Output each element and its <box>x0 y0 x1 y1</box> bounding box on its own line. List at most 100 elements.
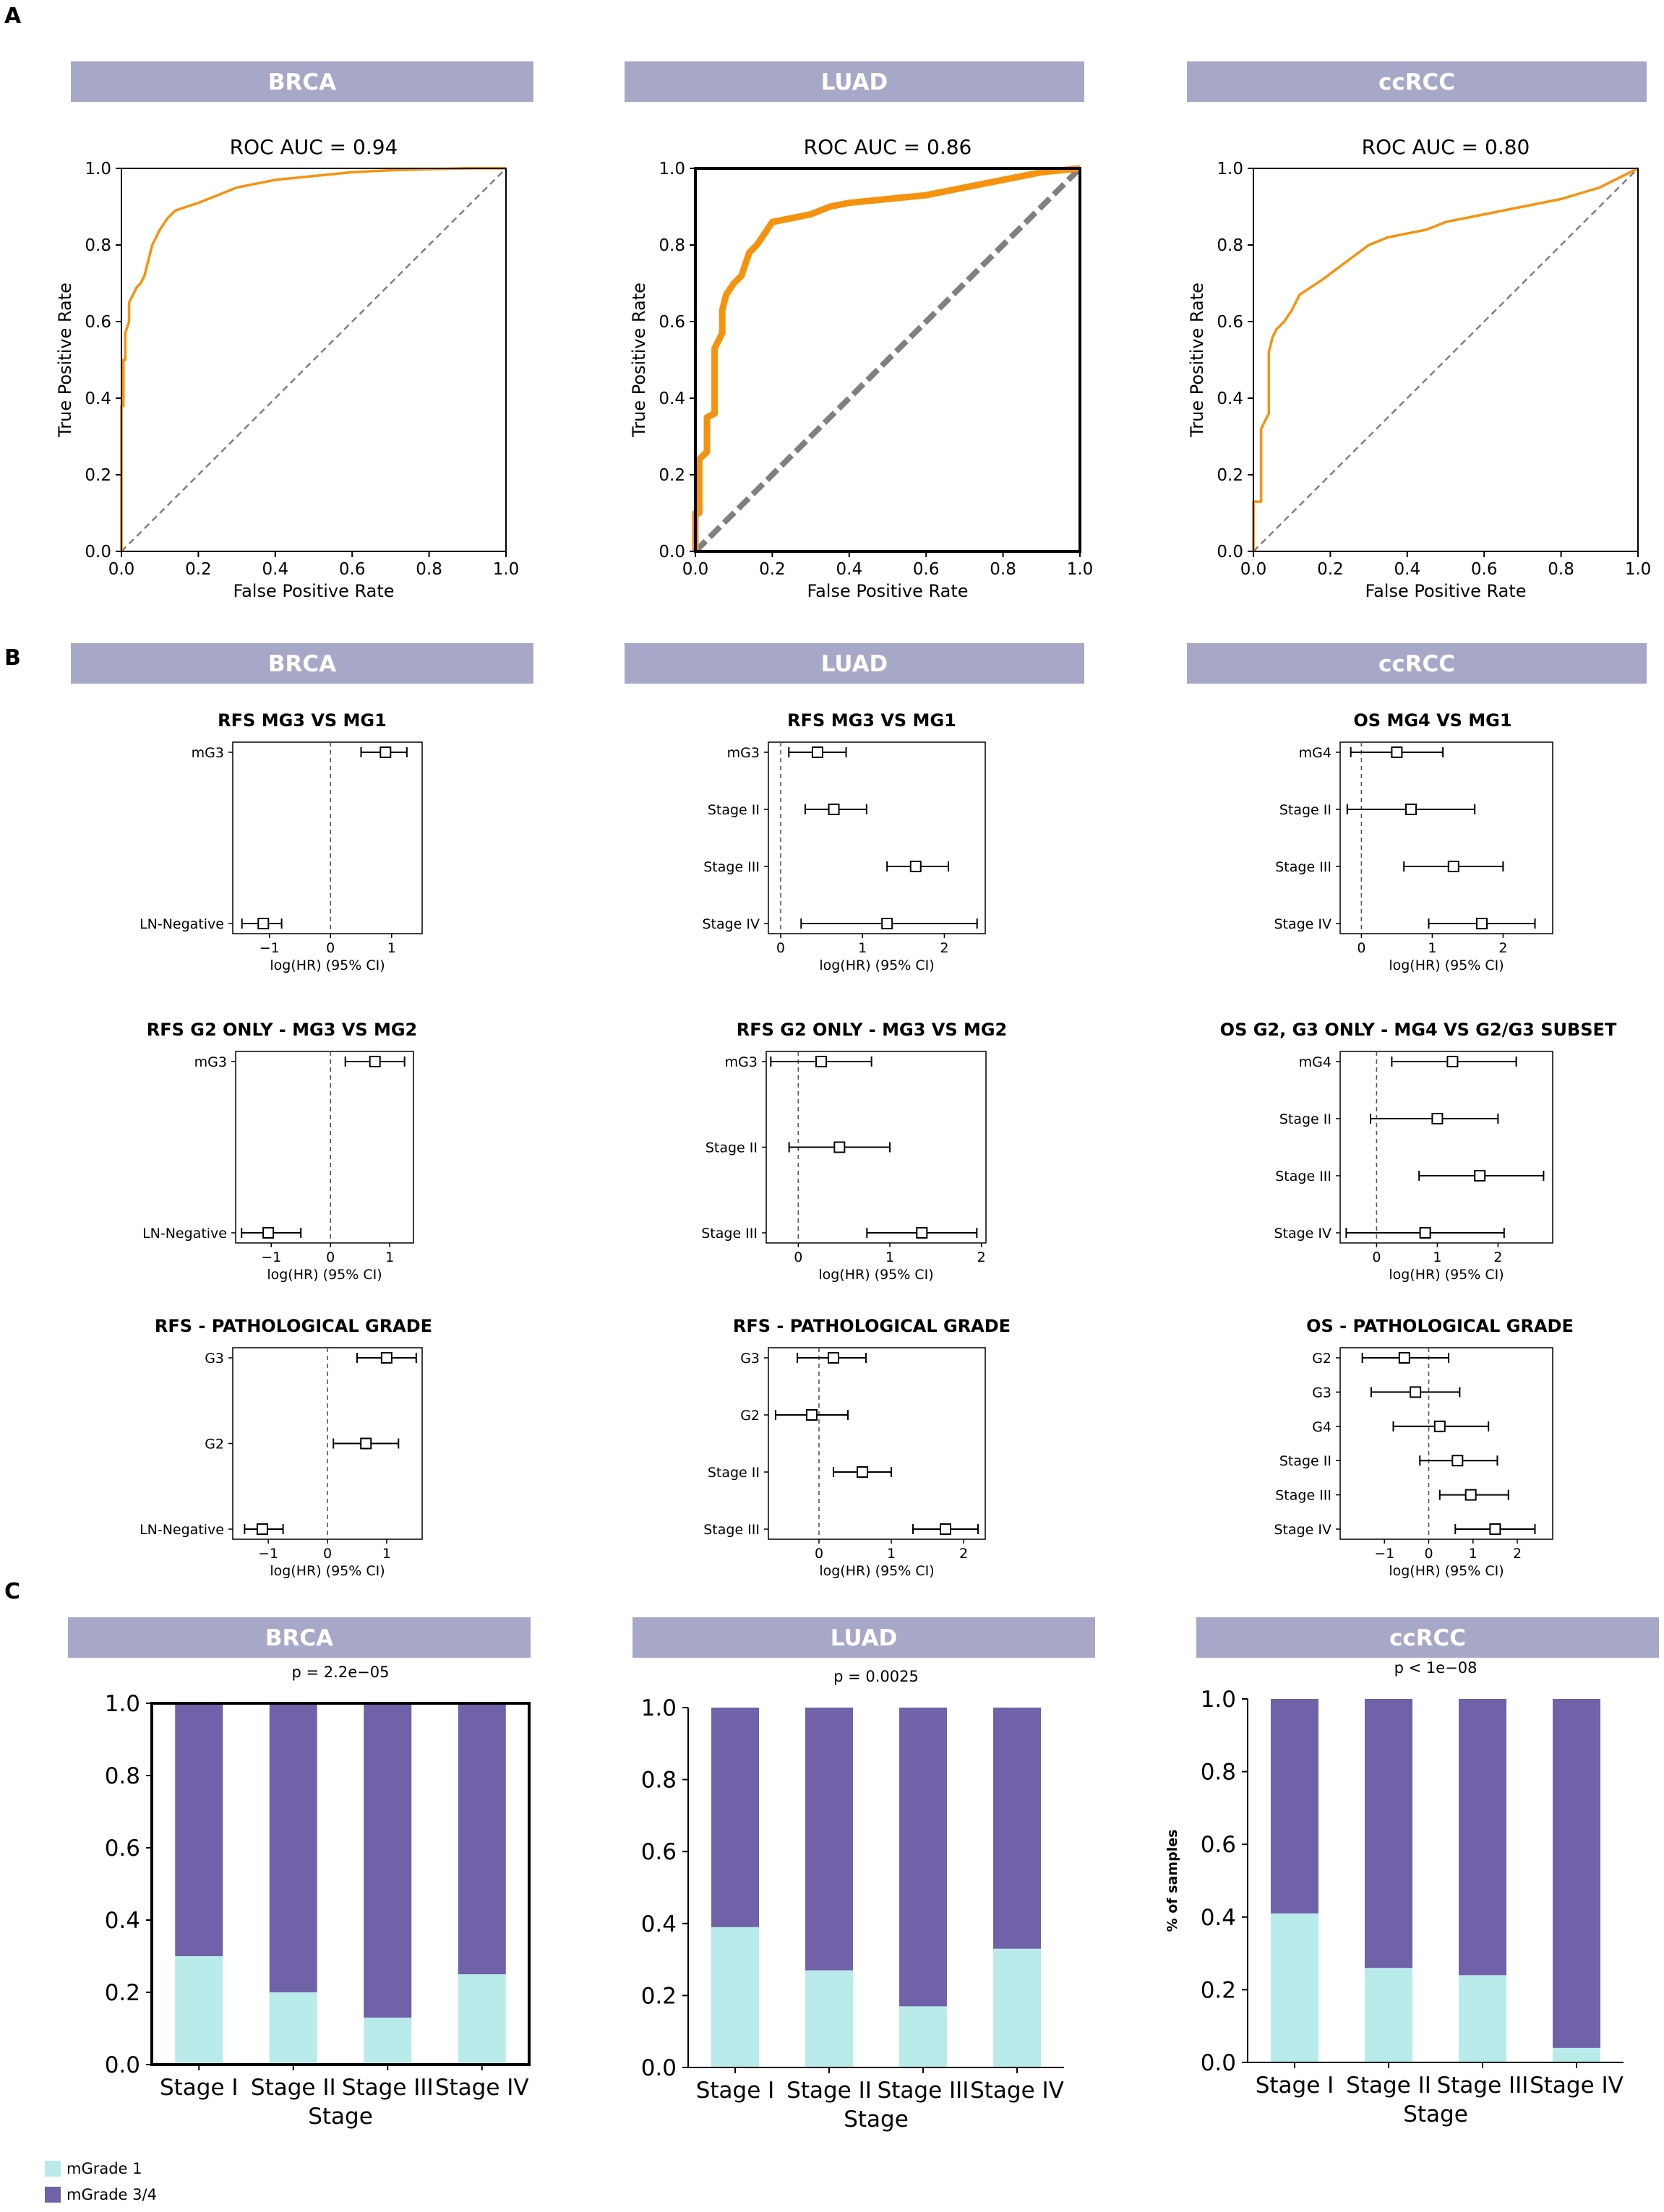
roc-brca-roc-curve <box>120 167 506 551</box>
fp-luad-1-xlabel: log(HR) (95% CI) <box>819 957 934 973</box>
fp-brca-3-point-estimate <box>256 1523 268 1535</box>
fp-ccrcc-2-row-label: Stage IV <box>1274 1226 1331 1241</box>
fp-ccrcc-3-point-estimate <box>1433 1420 1446 1432</box>
bar-ccrcc-bar-mgrade34 <box>1271 1699 1318 1914</box>
fp-luad-1-point-estimate <box>909 861 922 872</box>
fp-luad-1-xtick-label: 0 <box>776 940 785 956</box>
roc-ccrcc-xtick-label: 0.2 <box>1317 560 1344 579</box>
roc-ccrcc-title: ROC AUC = 0.80 <box>1362 135 1530 159</box>
fp-brca-2-frame <box>235 1051 414 1244</box>
roc-luad-chance-line <box>693 166 1082 554</box>
fp-luad-2-xtick-label: 0 <box>794 1249 802 1265</box>
roc-ccrcc-xtick-label: 0.8 <box>1548 560 1574 579</box>
fp-ccrcc-3-row-label: G4 <box>1312 1419 1331 1435</box>
fp-ccrcc-1-xtick-label: 2 <box>1498 940 1507 956</box>
bar-brca-category-label: Stage II <box>251 2075 336 2101</box>
roc-luad-roc-curve <box>692 165 1081 551</box>
fp-luad-3-frame <box>768 1347 986 1540</box>
bar-luad-bar-mgrade1 <box>805 1970 853 2067</box>
fp-ccrcc-2-xtick-label: 1 <box>1433 1249 1441 1265</box>
roc-brca-xtick-label: 0.0 <box>108 560 135 579</box>
fp-ccrcc-1-point-estimate <box>1476 918 1488 929</box>
fp-luad-3-xlabel: log(HR) (95% CI) <box>819 1563 934 1579</box>
bar-ccrcc-bar-mgrade1 <box>1459 1975 1506 2062</box>
fp-ccrcc-1-point-estimate <box>1405 804 1417 815</box>
fp-ccrcc-3-point-estimate <box>1489 1523 1501 1535</box>
roc-luad-xtick-label: 0.2 <box>759 560 786 579</box>
roc-luad-xlabel: False Positive Rate <box>807 581 968 601</box>
fp-brca-2-row-label: mG3 <box>194 1054 227 1070</box>
header-bar-luad-A <box>625 61 1084 102</box>
bar-ccrcc-ytick-label: 0.4 <box>1201 1905 1236 1931</box>
fp-ccrcc-1-point-estimate <box>1391 746 1403 758</box>
fp-luad-3-point-estimate <box>857 1466 868 1478</box>
fp-luad-2-row-label: Stage III <box>701 1226 758 1241</box>
bar-luad-category-label: Stage II <box>786 2078 872 2104</box>
bar-luad-category-label: Stage IV <box>970 2078 1064 2104</box>
fp-luad-1-xtick-label: 2 <box>940 940 948 956</box>
bar-luad-ytick-label: 1.0 <box>641 1695 677 1721</box>
bar-luad-ytick-label: 0.0 <box>641 2055 677 2081</box>
header-label-ccrcc-A: ccRCC <box>1378 69 1455 95</box>
roc-luad-ytick-label: 0.2 <box>659 466 685 485</box>
legend-swatch-0 <box>45 2161 61 2177</box>
fp-brca-2-xtick-label: 1 <box>385 1249 394 1265</box>
fp-luad-1-point-estimate <box>881 918 893 929</box>
fp-brca-1-title: RFS MG3 VS MG1 <box>218 710 387 731</box>
fp-ccrcc-3-row-label: Stage IV <box>1274 1522 1331 1538</box>
fp-brca-1-row-label: LN-Negative <box>140 916 224 932</box>
bar-ccrcc-category-label: Stage I <box>1256 2073 1334 2099</box>
fp-luad-3-point-estimate <box>828 1352 839 1364</box>
fp-luad-2-point-estimate <box>916 1227 928 1239</box>
fp-luad-3-row-label: Stage II <box>708 1465 760 1481</box>
bar-luad-ytick-label: 0.8 <box>641 1768 677 1794</box>
fp-ccrcc-3-row-label: Stage II <box>1279 1453 1331 1469</box>
roc-luad-xtick-label: 0.4 <box>836 560 863 579</box>
fp-ccrcc-1-xtick-label: 0 <box>1357 940 1365 956</box>
fp-brca-3-xlabel: log(HR) (95% CI) <box>270 1563 385 1579</box>
fp-ccrcc-2-frame <box>1339 1051 1553 1244</box>
roc-luad-xtick-label: 0.8 <box>990 560 1016 579</box>
fp-luad-3-xtick-label: 1 <box>887 1546 896 1562</box>
header-label-luad-C: LUAD <box>831 1625 898 1651</box>
fp-ccrcc-1-point-estimate <box>1447 861 1459 872</box>
fp-brca-2-title: RFS G2 ONLY - MG3 VS MG2 <box>147 1020 418 1040</box>
roc-luad-ylabel: True Positive Rate <box>629 283 649 438</box>
roc-ccrcc-xtick-label: 1.0 <box>1625 560 1652 579</box>
header-bar-luad-C <box>632 1617 1095 1658</box>
panel-letter-B: B <box>4 645 21 671</box>
roc-ccrcc-ytick-label: 0.8 <box>1217 236 1243 255</box>
bar-brca-ytick-label: 0.6 <box>105 1836 140 1862</box>
fp-luad-1-point-estimate <box>811 746 823 758</box>
bar-ccrcc-bar-mgrade34 <box>1459 1699 1506 1976</box>
roc-brca-ytick-label: 0.6 <box>85 313 111 332</box>
bar-brca-ytick-label: 1.0 <box>105 1691 140 1717</box>
fp-luad-3-point-estimate <box>940 1523 951 1535</box>
bar-luad-xlabel: Stage <box>844 2106 909 2133</box>
fp-luad-3-xtick-label: 2 <box>959 1546 968 1562</box>
fp-brca-3-xtick-label: −1 <box>258 1546 278 1562</box>
fp-brca-2-point-estimate <box>369 1056 381 1067</box>
bar-brca-category-label: Stage IV <box>435 2075 529 2101</box>
header-label-brca-A: BRCA <box>268 69 336 95</box>
bar-ccrcc-ytick-label: 0.6 <box>1201 1832 1236 1858</box>
roc-brca-ytick-label: 0.4 <box>85 390 111 408</box>
fp-brca-3-row-label: LN-Negative <box>140 1522 224 1538</box>
header-label-luad-B: LUAD <box>821 651 888 677</box>
roc-ccrcc-chance-line <box>1253 168 1639 552</box>
roc-brca-xtick-label: 0.2 <box>185 560 212 579</box>
bar-ccrcc-ylabel: % of samples <box>1165 1830 1180 1932</box>
bar-brca-frame <box>150 1702 531 2066</box>
bar-luad-category-label: Stage III <box>878 2078 969 2104</box>
header-label-brca-C: BRCA <box>265 1625 333 1651</box>
bar-brca-bar-mgrade1 <box>175 1956 223 2065</box>
header-bar-ccrcc-B <box>1187 643 1647 684</box>
fp-luad-1-xtick-label: 1 <box>858 940 867 956</box>
fp-brca-1-frame <box>232 741 423 934</box>
fp-brca-3-row-label: G2 <box>205 1437 224 1453</box>
fp-luad-3-xtick-label: 0 <box>815 1546 823 1562</box>
fp-brca-3-xtick-label: 1 <box>382 1546 391 1562</box>
fp-ccrcc-2-point-estimate <box>1446 1056 1459 1067</box>
roc-brca-ytick-label: 1.0 <box>85 160 111 178</box>
fp-brca-3-xtick-label: 0 <box>323 1546 332 1562</box>
